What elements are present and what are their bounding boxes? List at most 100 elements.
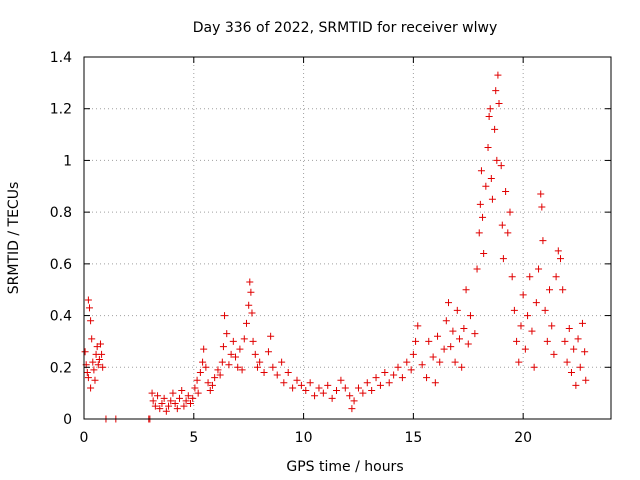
x-tick-label: 10 [295, 430, 313, 446]
data-point [84, 296, 92, 304]
data-point [280, 379, 288, 387]
data-point [269, 363, 277, 371]
data-point [482, 182, 490, 190]
data-point [87, 317, 95, 325]
data-point [543, 337, 551, 345]
data-point [526, 273, 534, 281]
data-point [368, 387, 376, 395]
data-point [431, 379, 439, 387]
data-point [429, 353, 437, 361]
data-point [541, 306, 549, 314]
data-point [337, 376, 345, 384]
data-point [574, 335, 582, 343]
data-point [84, 374, 92, 382]
data-point [184, 392, 192, 400]
data-point [200, 345, 208, 353]
data-point [216, 371, 224, 379]
data-point [319, 389, 327, 397]
data-point [245, 301, 253, 309]
data-point [204, 379, 212, 387]
axis-ticks [83, 56, 611, 420]
data-point [225, 361, 233, 369]
data-point [89, 358, 97, 366]
data-point [302, 387, 310, 395]
data-point [515, 358, 523, 366]
data-point [99, 363, 107, 371]
data-point [194, 389, 202, 397]
data-point [211, 374, 219, 382]
data-point [242, 319, 250, 327]
data-point [238, 366, 246, 374]
x-tick-label: 20 [514, 430, 532, 446]
data-point [498, 221, 506, 229]
data-point [423, 374, 431, 382]
data-point [311, 392, 319, 400]
data-point [570, 345, 578, 353]
data-point [264, 348, 272, 356]
data-point [546, 286, 554, 294]
y-tick-label: 0 [63, 412, 72, 428]
data-point [273, 371, 281, 379]
data-point [249, 337, 257, 345]
data-point [278, 358, 286, 366]
data-point [494, 71, 502, 79]
y-tick-label: 1.2 [50, 102, 72, 118]
y-tick-label: 1 [63, 153, 72, 169]
data-point [306, 379, 314, 387]
data-point [232, 353, 240, 361]
data-point [293, 376, 301, 384]
data-point [530, 363, 538, 371]
data-point [488, 195, 496, 203]
x-tick-label: 0 [80, 430, 89, 446]
data-point [475, 229, 483, 237]
data-point [418, 361, 426, 369]
data-point [162, 407, 170, 415]
data-point [348, 405, 356, 413]
data-point [449, 327, 457, 335]
data-point [576, 363, 584, 371]
data-point [502, 187, 510, 195]
data-point [160, 394, 168, 402]
data-point [85, 304, 93, 312]
data-point [495, 100, 503, 108]
data-point [412, 337, 420, 345]
data-point [178, 387, 186, 395]
data-point [359, 389, 367, 397]
data-point [256, 358, 264, 366]
data-point [581, 348, 589, 356]
data-point [191, 384, 199, 392]
data-point [91, 376, 99, 384]
data-point [196, 368, 204, 376]
data-point [409, 350, 417, 358]
data-point [414, 322, 422, 330]
data-point [94, 361, 102, 369]
data-point [398, 374, 406, 382]
data-point [572, 381, 580, 389]
data-point [497, 162, 505, 170]
data-point [521, 345, 529, 353]
data-point [376, 381, 384, 389]
data-point [528, 327, 536, 335]
grid-lines [84, 57, 611, 419]
data-point [462, 286, 470, 294]
data-point [372, 374, 380, 382]
data-point [206, 387, 214, 395]
data-point [491, 125, 499, 133]
data-point [524, 312, 532, 320]
x-tick-label: 15 [404, 430, 422, 446]
data-point [385, 379, 393, 387]
data-point [563, 358, 571, 366]
y-tick-label: 0.6 [50, 257, 72, 273]
data-point [436, 358, 444, 366]
data-point [407, 366, 415, 374]
data-point [510, 306, 518, 314]
data-point [208, 381, 216, 389]
tick-labels: 0 5 10 15 20 0 0.2 0.4 0.6 0.8 1 1.2 1.4 [50, 50, 532, 446]
data-point [96, 340, 104, 348]
data-point [458, 363, 466, 371]
data-point [248, 309, 256, 317]
data-point [182, 397, 190, 405]
data-point [221, 312, 229, 320]
data-point [324, 381, 332, 389]
